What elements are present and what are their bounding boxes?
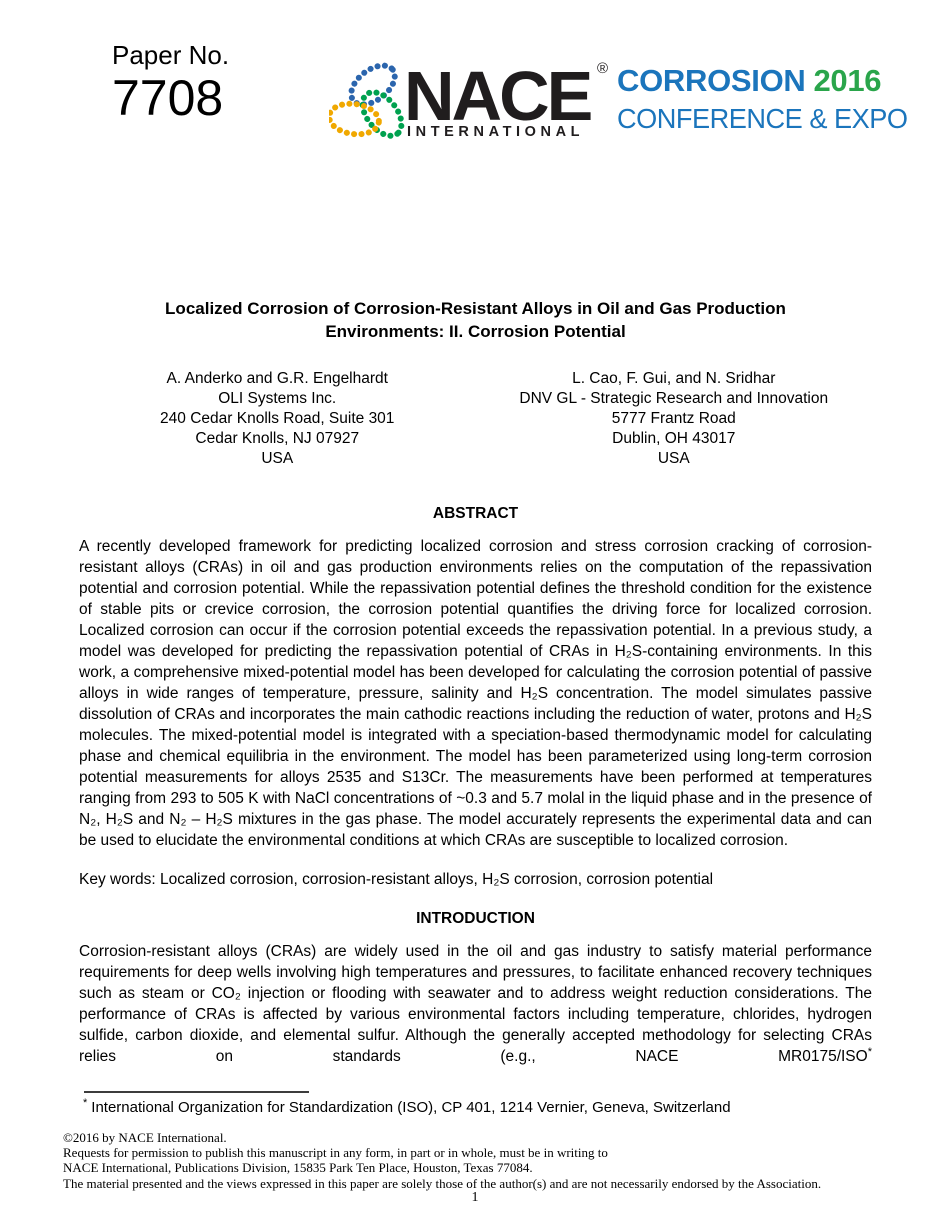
author-line: OLI Systems Inc. (218, 390, 337, 407)
paper-no-value: 7708 (112, 70, 224, 126)
author-blocks: A. Anderko and G.R. Engelhardt OLI Syste… (79, 369, 872, 469)
conference-banner: CORROSION 2016 CONFERENCE & EXPO (617, 64, 917, 135)
copyright-line: NACE International, Publications Divisio… (63, 1160, 533, 1176)
abstract-paragraph: A recently developed framework for predi… (79, 538, 872, 849)
introduction-heading: INTRODUCTION (416, 910, 535, 927)
abstract-heading: ABSTRACT (432, 505, 519, 522)
page-number: 1 (471, 1190, 479, 1205)
conference-banner-line1: CORROSION 2016 (617, 64, 917, 98)
author-block-right: L. Cao, F. Gui, and N. Sridhar DNV GL - … (476, 369, 873, 469)
paper-number-block: Paper No. 7708 (112, 40, 229, 125)
author-line: L. Cao, F. Gui, and N. Sridhar (572, 370, 776, 387)
registered-trademark-icon: ® (597, 60, 609, 77)
author-line: A. Anderko and G.R. Engelhardt (166, 370, 388, 387)
conference-year: 2016 (813, 63, 882, 98)
introduction-text: Corrosion-resistant alloys (CRAs) are wi… (79, 943, 872, 1065)
author-line: 240 Cedar Knolls Road, Suite 301 (160, 410, 395, 427)
paper-title-line1: Localized Corrosion of Corrosion-Resista… (165, 299, 786, 318)
document-body: Localized Corrosion of Corrosion-Resista… (79, 297, 872, 1067)
paper-title: Localized Corrosion of Corrosion-Resista… (79, 297, 872, 343)
nace-knot-logo-icon (326, 58, 411, 148)
copyright-line: ©2016 by NACE International. (63, 1130, 227, 1145)
paper-title-line2: Environments: II. Corrosion Potential (325, 322, 626, 341)
author-line: USA (261, 450, 294, 467)
paper-no-label: Paper No. (112, 40, 230, 70)
footnote: * International Organization for Standard… (83, 1098, 731, 1118)
author-block-left: A. Anderko and G.R. Engelhardt OLI Syste… (79, 369, 476, 469)
footnote-marker: * (83, 1097, 88, 1109)
introduction-paragraph: Corrosion-resistant alloys (CRAs) are wi… (79, 941, 872, 1067)
copyright-block: ©2016 by NACE International. Requests fo… (63, 1130, 893, 1191)
footnote-text: International Organization for Standardi… (91, 1099, 731, 1116)
footnote-divider (84, 1091, 309, 1093)
nace-wordmark: NACE (404, 57, 593, 135)
author-line: 5777 Frantz Road (611, 410, 736, 427)
conference-subtitle: CONFERENCE & EXPO (617, 103, 908, 134)
author-line: Dublin, OH 43017 (612, 430, 736, 447)
footnote-marker: * (867, 1045, 872, 1058)
conference-name: CORROSION (617, 63, 806, 98)
copyright-line: The material presented and the views exp… (63, 1175, 822, 1191)
author-line: DNV GL - Strategic Research and Innovati… (519, 390, 829, 407)
keywords-line: Key words: Localized corrosion, corrosio… (79, 871, 714, 888)
nace-international-subtitle: INTERNATIONAL (407, 124, 585, 140)
author-line: USA (657, 450, 690, 467)
author-line: Cedar Knolls, NJ 07927 (195, 430, 360, 447)
copyright-line: Requests for permission to publish this … (63, 1145, 608, 1161)
